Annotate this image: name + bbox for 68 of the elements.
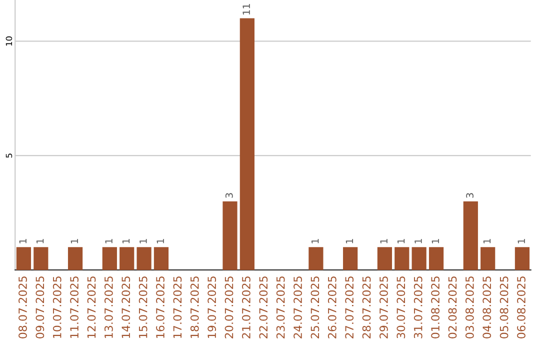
bar xyxy=(480,247,496,270)
x-tick-label: 29.07.2025 xyxy=(380,276,388,338)
bar xyxy=(514,247,530,270)
x-tick-label: 27.07.2025 xyxy=(345,276,354,338)
x-tick-label: 13.07.2025 xyxy=(104,276,113,338)
data-label: 1 xyxy=(156,239,164,244)
bar xyxy=(222,201,238,270)
bar xyxy=(463,201,478,270)
x-tick-label: 10.07.2025 xyxy=(52,276,62,338)
x-tick-label: 12.07.2025 xyxy=(87,276,96,338)
x-tick-label: 03.08.2025 xyxy=(465,276,474,338)
bar xyxy=(68,247,83,270)
x-tick-label: 26.07.2025 xyxy=(328,276,336,338)
x-tick-label: 09.07.2025 xyxy=(36,276,44,338)
x-tick-label: 14.07.2025 xyxy=(122,276,130,338)
x-tick-label: 17.07.2025 xyxy=(173,276,182,338)
data-label: 1 xyxy=(397,239,405,244)
x-tick-label: 20.07.2025 xyxy=(224,276,234,338)
y-tick-label: 5 xyxy=(6,154,12,158)
bar xyxy=(16,247,32,270)
x-tick-label: 18.07.2025 xyxy=(190,276,199,338)
data-label: 1 xyxy=(140,239,147,244)
x-tick-label: 06.08.2025 xyxy=(517,276,526,338)
bar xyxy=(102,247,117,270)
x-tick-label: 11.07.2025 xyxy=(70,276,79,338)
data-label: 1 xyxy=(483,239,491,244)
bar xyxy=(154,247,169,270)
y-tick-label: 10 xyxy=(6,36,12,46)
x-tick-label: 05.08.2025 xyxy=(500,276,508,338)
x-tick-label: 16.07.2025 xyxy=(156,276,164,338)
bar xyxy=(136,247,152,270)
data-label: 1 xyxy=(70,239,78,244)
data-label: 1 xyxy=(518,239,525,244)
bar xyxy=(377,247,392,270)
data-label: 1 xyxy=(105,239,112,244)
bar xyxy=(394,247,410,270)
data-label: 1 xyxy=(414,239,422,244)
bar xyxy=(120,247,134,270)
x-tick-label: 28.07.2025 xyxy=(362,276,371,338)
bar xyxy=(412,247,426,270)
x-tick-label: 08.07.2025 xyxy=(18,276,27,338)
x-tick-label: 21.07.2025 xyxy=(242,276,250,338)
data-label: 11 xyxy=(242,4,250,14)
x-tick-label: 30.07.2025 xyxy=(396,276,406,338)
x-tick-label: 24.07.2025 xyxy=(294,276,302,338)
x-tick-label: 19.07.2025 xyxy=(208,276,216,338)
bar xyxy=(343,247,358,270)
data-label: 1 xyxy=(346,239,354,244)
x-tick-label: 02.08.2025 xyxy=(448,276,457,338)
data-label: 1 xyxy=(432,239,439,244)
x-tick-label: 23.07.2025 xyxy=(276,276,285,338)
bar xyxy=(308,247,324,270)
bar xyxy=(34,247,48,270)
bar xyxy=(240,18,254,270)
x-tick-label: 22.07.2025 xyxy=(259,276,268,338)
data-label: 1 xyxy=(122,239,130,244)
x-tick-label: 25.07.2025 xyxy=(310,276,320,338)
x-tick-label: 04.08.2025 xyxy=(482,276,492,338)
x-tick-label: 31.07.2025 xyxy=(414,276,422,338)
data-label: 1 xyxy=(36,239,44,244)
x-tick-label: 15.07.2025 xyxy=(138,276,148,338)
data-label: 1 xyxy=(312,239,319,244)
data-label: 3 xyxy=(466,193,474,198)
data-label: 3 xyxy=(225,193,233,198)
data-label: 1 xyxy=(380,239,388,244)
bar xyxy=(428,247,444,270)
x-tick-label: 01.08.2025 xyxy=(431,276,440,338)
data-label: 1 xyxy=(19,239,26,244)
